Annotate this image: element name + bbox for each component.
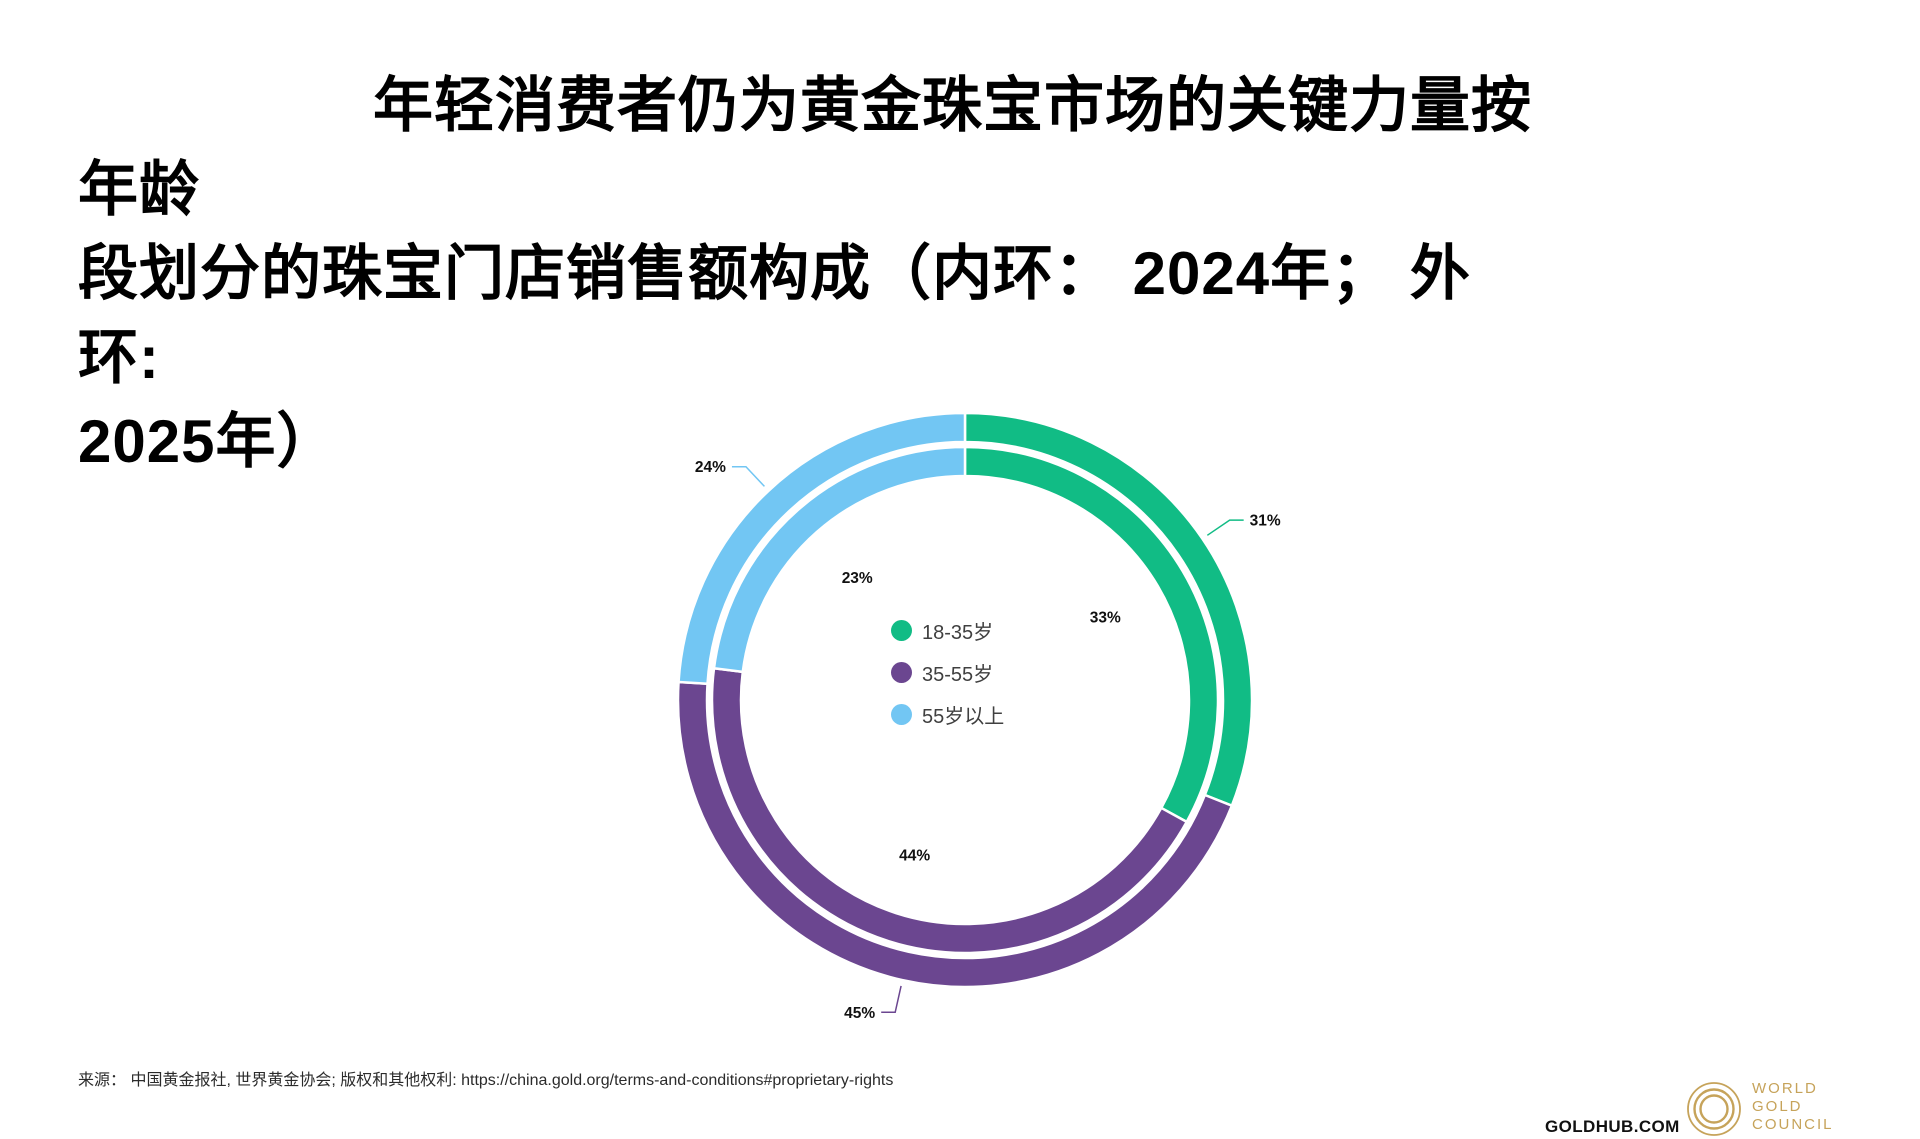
chart-legend: 18-35岁 35-55岁 55岁以上	[891, 616, 1004, 742]
legend-label: 55岁以上	[922, 705, 1005, 728]
legend-swatch-icon	[891, 619, 912, 641]
page-title-line-3: 2025年）	[78, 408, 338, 475]
legend-label: 18-35岁	[922, 621, 994, 644]
logo-ring	[1687, 1082, 1741, 1136]
page-title: 年轻消费者仍为黄金珠宝市场的关键力量按年龄 段划分的珠宝门店销售额构成（内环： …	[78, 64, 1538, 484]
world-gold-council-logo-icon	[1687, 1082, 1741, 1136]
logo-ring	[1693, 1088, 1735, 1130]
label-leader-line	[1206, 519, 1244, 536]
outer-ring-label-1: 45%	[844, 1005, 875, 1022]
inner-ring-label-1: 44%	[899, 848, 930, 865]
logo-ring	[1699, 1094, 1729, 1124]
wgc-word-world: WORLD	[1752, 1080, 1818, 1097]
inner-ring-label-2: 23%	[842, 570, 873, 587]
label-leader-line	[881, 985, 902, 1014]
legend-item-1[interactable]: 35-55岁	[891, 658, 1004, 686]
legend-item-2[interactable]: 55岁以上	[891, 700, 1004, 728]
inner-ring-label-0: 33%	[1090, 610, 1121, 627]
outer-ring-label-2: 24%	[695, 459, 726, 476]
source-note: 来源： 中国黄金报社, 世界黄金协会; 版权和其他权利: https://chi…	[78, 1072, 894, 1089]
donut-segment-inner-2[interactable]	[712, 445, 967, 674]
world-gold-council-wordmark: WORLD GOLD COUNCIL	[1752, 1080, 1834, 1134]
page-title-line-2: 段划分的珠宝门店销售额构成（内环： 2024年； 外环:	[78, 240, 1471, 391]
legend-swatch-icon	[891, 703, 912, 725]
page-title-line-1: 年轻消费者仍为黄金珠宝市场的关键力量按年龄	[78, 72, 1532, 223]
donut-segment-outer-2[interactable]	[677, 411, 967, 686]
legend-swatch-icon	[891, 661, 912, 683]
outer-ring-label-0: 31%	[1250, 513, 1281, 530]
legend-item-0[interactable]: 18-35岁	[891, 616, 1004, 644]
label-leader-line	[731, 465, 765, 487]
legend-label: 35-55岁	[922, 663, 994, 686]
goldhub-wordmark: GOLDHUB.COM	[1545, 1117, 1680, 1136]
wgc-word-gold: GOLD	[1752, 1098, 1803, 1115]
wgc-word-council: COUNCIL	[1752, 1116, 1834, 1133]
